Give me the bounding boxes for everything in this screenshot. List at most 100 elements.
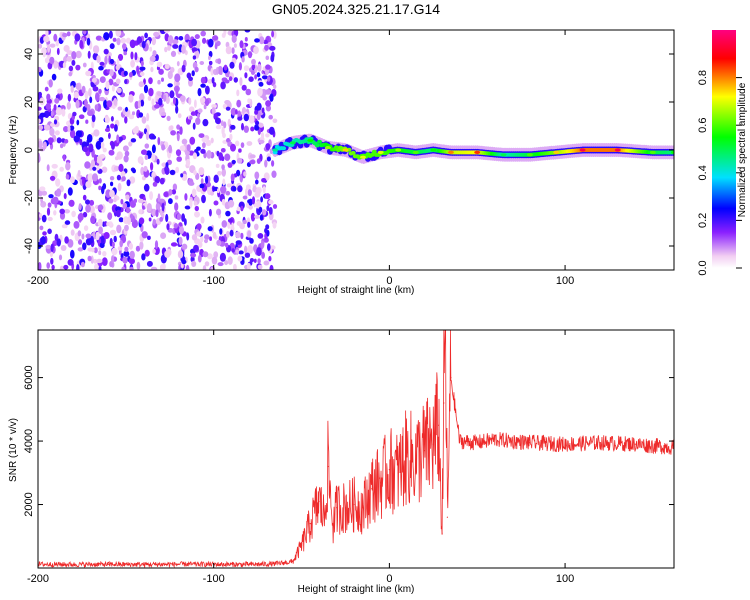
noise-speckle	[140, 166, 145, 176]
noise-speckle	[159, 208, 163, 216]
noise-speckle	[39, 225, 44, 231]
noise-speckle	[154, 104, 160, 109]
noise-speckle	[199, 61, 205, 65]
noise-speckle	[173, 223, 178, 229]
noise-speckle	[194, 205, 199, 212]
noise-speckle	[193, 169, 197, 176]
noise-speckle	[237, 116, 243, 121]
noise-speckle	[50, 110, 54, 117]
noise-speckle	[71, 210, 76, 218]
noise-speckle	[186, 232, 190, 241]
noise-speckle	[51, 163, 58, 169]
noise-speckle	[176, 61, 180, 67]
noise-speckle	[210, 67, 214, 76]
noise-speckle	[251, 58, 256, 66]
noise-speckle	[272, 118, 278, 124]
signal-track-point	[360, 155, 366, 159]
noise-speckle	[258, 206, 263, 213]
noise-speckle	[200, 76, 206, 84]
noise-speckle	[122, 202, 128, 209]
noise-speckle	[82, 194, 87, 201]
noise-speckle	[99, 96, 106, 102]
noise-speckle	[92, 86, 99, 92]
noise-speckle	[157, 193, 161, 203]
noise-speckle	[262, 186, 266, 194]
noise-speckle	[167, 70, 173, 80]
noise-speckle	[85, 181, 92, 188]
noise-speckle	[113, 165, 120, 172]
noise-speckle	[67, 124, 71, 133]
noise-speckle	[98, 185, 102, 191]
noise-speckle	[190, 111, 196, 116]
noise-speckle	[230, 107, 237, 116]
noise-speckle	[99, 76, 106, 83]
noise-speckle	[85, 70, 92, 77]
noise-speckle	[129, 72, 133, 78]
snr-data-point	[72, 563, 74, 566]
noise-speckle	[188, 106, 195, 113]
noise-speckle	[63, 193, 67, 200]
noise-speckle	[230, 173, 235, 182]
noise-speckle	[216, 239, 222, 246]
noise-speckle	[217, 262, 224, 267]
noise-speckle	[163, 30, 171, 33]
noise-speckle	[172, 39, 179, 45]
noise-speckle	[218, 152, 223, 161]
noise-speckle	[76, 264, 80, 270]
noise-speckle	[254, 109, 259, 115]
noise-speckle	[243, 65, 250, 72]
noise-speckle	[151, 144, 156, 154]
noise-speckle	[258, 81, 264, 87]
noise-speckle	[225, 210, 231, 217]
chart-title: GN05.2024.325.21.17.G14	[272, 1, 440, 17]
noise-speckle	[96, 155, 103, 164]
noise-speckle	[125, 37, 131, 44]
noise-speckle	[233, 77, 238, 83]
y-tick-label: -20	[23, 190, 35, 206]
noise-speckle	[149, 46, 153, 52]
noise-speckle	[115, 78, 121, 85]
noise-speckle	[265, 100, 272, 107]
noise-speckle	[244, 72, 248, 79]
noise-speckle	[190, 256, 195, 263]
noise-speckle	[53, 119, 58, 125]
noise-speckle	[141, 40, 146, 49]
noise-speckle	[226, 183, 232, 188]
noise-speckle	[237, 185, 243, 193]
track-mid	[350, 150, 356, 155]
noise-speckle	[81, 85, 86, 94]
noise-speckle	[89, 199, 95, 206]
noise-speckle	[238, 148, 242, 153]
x-tick-label: -200	[27, 275, 49, 287]
noise-speckle	[225, 190, 231, 196]
noise-speckle	[164, 63, 170, 70]
x-tick-label: 100	[556, 275, 574, 287]
noise-speckle	[267, 243, 271, 251]
noise-speckle	[85, 199, 90, 205]
noise-speckle	[221, 164, 225, 170]
signal-track-point	[412, 150, 419, 154]
noise-speckle	[98, 178, 102, 184]
noise-speckle	[253, 46, 259, 55]
noise-speckle	[211, 77, 215, 84]
noise-speckle	[59, 208, 65, 215]
noise-speckle	[205, 139, 212, 147]
noise-speckle	[220, 148, 226, 153]
noise-speckle	[77, 239, 83, 245]
noise-speckle	[64, 139, 69, 144]
noise-speckle	[138, 112, 144, 118]
noise-speckle	[169, 125, 174, 131]
snr-data-point	[415, 459, 417, 461]
noise-speckle	[94, 104, 98, 111]
noise-speckle	[217, 65, 223, 75]
noise-speckle	[123, 70, 128, 76]
noise-speckle	[227, 256, 233, 265]
noise-speckle	[138, 81, 144, 88]
noise-speckle	[61, 108, 66, 117]
noise-speckle	[208, 38, 214, 48]
noise-speckle	[55, 107, 63, 116]
noise-speckle	[217, 58, 222, 65]
noise-speckle	[204, 98, 210, 107]
noise-speckle	[143, 183, 150, 192]
